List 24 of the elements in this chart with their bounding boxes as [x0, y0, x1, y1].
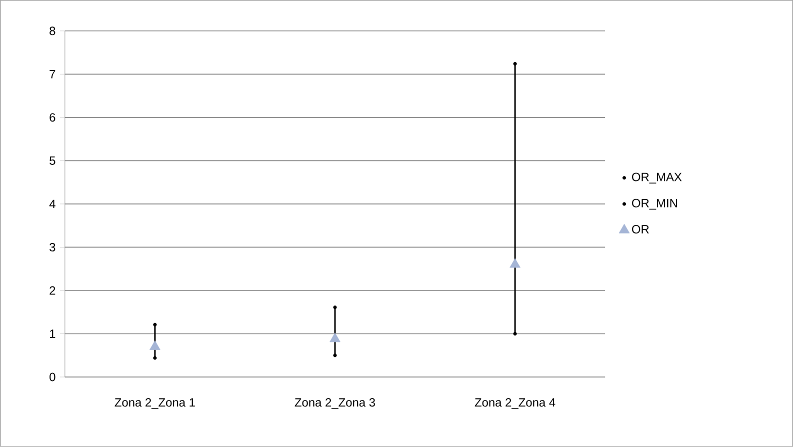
- point: [333, 306, 337, 310]
- point: [330, 332, 340, 342]
- x-tick-label: Zona 2_Zona 4: [474, 398, 556, 409]
- x-tick-label: Zona 2_Zona 1: [114, 398, 195, 409]
- point: [153, 356, 157, 360]
- point: [510, 258, 520, 268]
- legend-label: OR: [632, 225, 649, 234]
- legend-label: OR_MIN: [632, 198, 677, 210]
- y-tick-label: 0: [50, 372, 56, 382]
- y-tick-label: 2: [50, 286, 56, 295]
- y-tick-label: 3: [50, 243, 56, 252]
- y-tick-label: 6: [50, 113, 56, 122]
- y-tick-label: 1: [50, 330, 56, 338]
- y-tick-label: 4: [49, 200, 56, 208]
- y-tick-label: 7: [50, 70, 56, 78]
- point: [513, 332, 517, 336]
- point: [513, 62, 517, 66]
- point: [153, 322, 157, 326]
- legend-label: OR_MAX: [632, 172, 682, 184]
- point: [150, 340, 160, 350]
- y-tick-label: 5: [50, 156, 56, 165]
- y-tick-label: 8: [50, 26, 56, 36]
- point: [333, 354, 337, 358]
- x-tick-label: Zona 2_Zona 3: [294, 398, 376, 409]
